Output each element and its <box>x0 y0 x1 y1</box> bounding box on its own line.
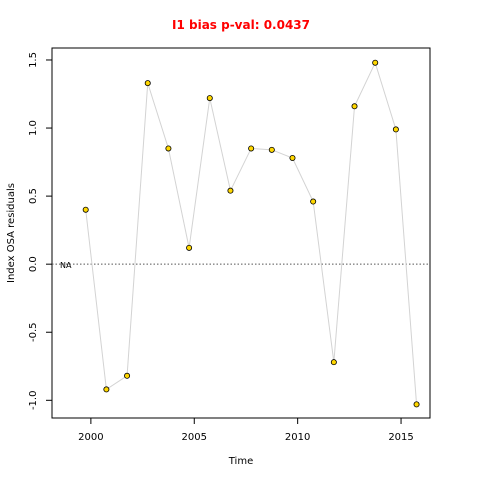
annotation: NA <box>60 261 72 270</box>
data-point <box>289 154 296 161</box>
y-tick-label: 1.0 <box>28 120 39 136</box>
data-point <box>227 187 234 194</box>
data-point <box>206 95 213 102</box>
data-point <box>82 206 89 213</box>
x-tick-label: 2000 <box>78 432 103 443</box>
data-point <box>248 145 255 152</box>
data-point <box>165 145 172 152</box>
data-point <box>103 386 110 393</box>
data-point <box>268 146 275 153</box>
data-point <box>186 244 193 251</box>
plot-frame <box>51 47 431 419</box>
data-point <box>310 198 317 205</box>
y-tick-label: 0.5 <box>28 188 39 204</box>
x-tick-label: 2015 <box>388 432 413 443</box>
data-point <box>372 59 379 66</box>
series-line <box>85 61 418 405</box>
data-point <box>351 103 358 110</box>
y-tick-label: -1.0 <box>28 391 39 411</box>
chart-title: I1 bias p-val: 0.0437 <box>172 18 310 32</box>
y-axis-label: Index OSA residuals <box>6 183 17 283</box>
data-point <box>124 372 131 379</box>
data-point <box>144 80 151 87</box>
x-tick-label: 2010 <box>285 432 310 443</box>
data-point <box>392 126 399 133</box>
x-tick-label: 2005 <box>182 432 207 443</box>
data-point <box>413 401 420 408</box>
y-tick-label: 0.0 <box>28 256 39 272</box>
y-tick-label: 1.5 <box>28 52 39 68</box>
data-point <box>330 359 337 366</box>
x-axis-label: Time <box>228 456 253 467</box>
y-tick-label: -0.5 <box>28 322 39 342</box>
